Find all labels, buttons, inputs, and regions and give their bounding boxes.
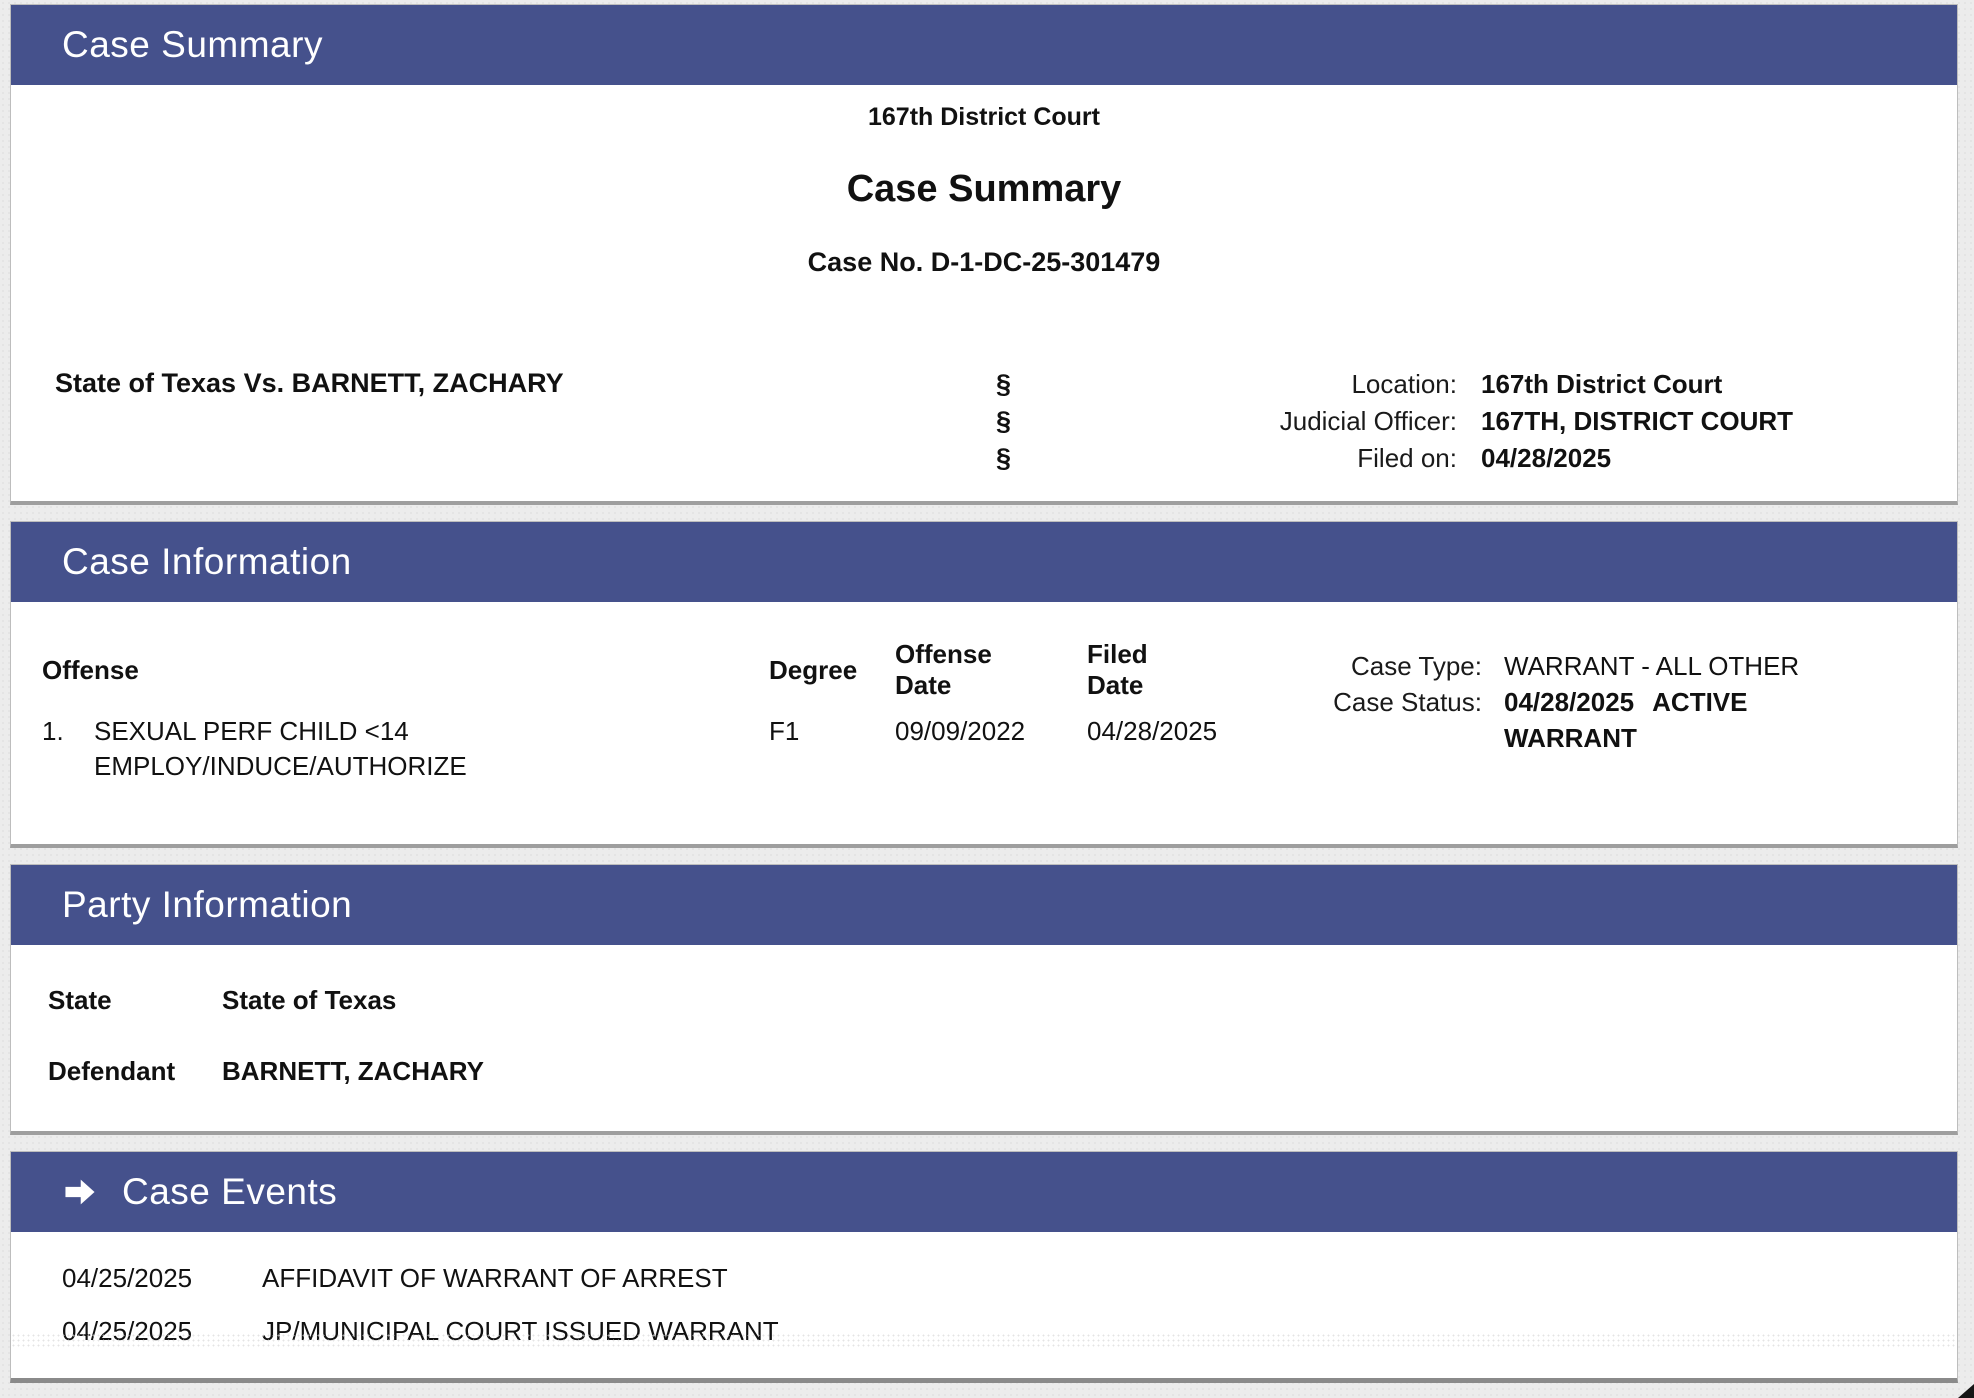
offense-cell: 1. SEXUAL PERF CHILD <14 EMPLOY/INDUCE/A… xyxy=(42,714,769,784)
party-role: State xyxy=(48,985,112,1015)
detail-value: 167TH, DISTRICT COURT xyxy=(1481,406,1794,436)
detail-label: Location: xyxy=(1351,369,1457,399)
section-symbol: § xyxy=(996,443,1012,473)
detail-row-location: Location: 167th District Court xyxy=(1097,366,1793,403)
case-status-text: ACTIVE WARRANT xyxy=(1504,687,1748,753)
section-title: Case Information xyxy=(62,541,352,582)
case-detail-list: Location: 167th District Court Judicial … xyxy=(1097,366,1793,477)
party-name: BARNETT, ZACHARY xyxy=(222,1056,484,1086)
section-title: Case Summary xyxy=(62,24,323,65)
party-row-state: State State of Texas xyxy=(48,985,1957,1016)
case-status-label: Case Status: xyxy=(1333,687,1482,717)
section-symbol-column: § § § xyxy=(996,366,1011,477)
detail-value: 04/28/2025 xyxy=(1481,443,1612,473)
offense-table-header-row: Offense Degree Offense Date Filed Date xyxy=(42,638,1307,702)
case-events-section: Case Events 04/25/2025 AFFIDAVIT OF WARR… xyxy=(10,1151,1958,1383)
column-header-degree: Degree xyxy=(769,654,858,685)
arrow-right-icon xyxy=(65,1179,95,1205)
case-style-block: State of Texas Vs. BARNETT, ZACHARY § § … xyxy=(11,366,1957,484)
case-status-row: Case Status: 04/28/2025 ACTIVE WARRANT xyxy=(1271,684,1816,756)
column-header-offense-date: Offense Date xyxy=(895,639,992,700)
document-title: Case Summary xyxy=(846,168,1122,210)
case-summary-content: 167th District Court Case Summary Case N… xyxy=(11,103,1957,484)
case-type-row: Case Type: WARRANT - ALL OTHER xyxy=(1271,648,1816,684)
case-meta-block: Case Type: WARRANT - ALL OTHER Case Stat… xyxy=(1271,648,1816,756)
section-symbol: § xyxy=(996,369,1012,399)
offense-filed-date: 04/28/2025 xyxy=(1087,716,1218,746)
panel-bottom-fade xyxy=(11,1333,1957,1347)
case-events-section-header: Case Events xyxy=(11,1152,1957,1232)
case-summary-section: Case Summary 167th District Court Case S… xyxy=(10,4,1958,505)
case-number: Case No. D-1-DC-25-301479 xyxy=(807,247,1161,277)
style-of-case: State of Texas Vs. BARNETT, ZACHARY xyxy=(55,368,564,398)
detail-value: 167th District Court xyxy=(1481,369,1723,399)
case-status-date: 04/28/2025 xyxy=(1504,687,1635,717)
detail-row-filed-on: Filed on: 04/28/2025 xyxy=(1097,440,1793,477)
event-description: AFFIDAVIT OF WARRANT OF ARREST xyxy=(262,1263,728,1293)
party-list: State State of Texas Defendant BARNETT, … xyxy=(11,945,1957,1087)
party-information-section: Party Information State State of Texas D… xyxy=(10,864,1958,1135)
section-title: Case Events xyxy=(122,1171,338,1212)
case-type-value: WARRANT - ALL OTHER xyxy=(1504,651,1800,681)
offense-number: 1. xyxy=(42,716,64,746)
detail-label: Judicial Officer: xyxy=(1279,406,1457,436)
detail-row-judicial-officer: Judicial Officer: 167TH, DISTRICT COURT xyxy=(1097,403,1793,440)
case-status-value: 04/28/2025 ACTIVE WARRANT xyxy=(1504,684,1816,756)
detail-label: Filed on: xyxy=(1357,443,1457,473)
court-name: 167th District Court xyxy=(868,103,1100,131)
party-row-defendant: Defendant BARNETT, ZACHARY xyxy=(48,1056,1957,1087)
party-information-section-header: Party Information xyxy=(11,865,1957,945)
section-symbol: § xyxy=(996,406,1012,436)
party-name: State of Texas xyxy=(222,985,397,1015)
party-role: Defendant xyxy=(48,1056,176,1086)
event-row: 04/25/2025 AFFIDAVIT OF WARRANT OF ARRES… xyxy=(62,1263,1957,1294)
column-header-offense: Offense xyxy=(42,654,139,685)
corner-artifact xyxy=(1958,1384,1974,1398)
offense-table: Offense Degree Offense Date Filed Date 1… xyxy=(42,638,1307,784)
case-information-section-header: Case Information xyxy=(11,522,1957,602)
event-list: 04/25/2025 AFFIDAVIT OF WARRANT OF ARRES… xyxy=(11,1232,1957,1347)
offense-date: 09/09/2022 xyxy=(895,716,1026,746)
offense-description: SEXUAL PERF CHILD <14 EMPLOY/INDUCE/AUTH… xyxy=(94,716,467,781)
section-title: Party Information xyxy=(62,884,353,925)
offense-row: 1. SEXUAL PERF CHILD <14 EMPLOY/INDUCE/A… xyxy=(42,702,1307,784)
case-information-section: Case Information Offense Degree Offense … xyxy=(10,521,1958,848)
column-header-filed-date: Filed Date xyxy=(1087,639,1148,700)
case-summary-section-header: Case Summary xyxy=(11,5,1957,85)
case-events-content: 04/25/2025 AFFIDAVIT OF WARRANT OF ARRES… xyxy=(11,1232,1957,1347)
case-type-label: Case Type: xyxy=(1350,651,1482,681)
party-information-content: State State of Texas Defendant BARNETT, … xyxy=(11,945,1957,1087)
offense-degree: F1 xyxy=(769,716,800,746)
event-date: 04/25/2025 xyxy=(62,1263,193,1293)
